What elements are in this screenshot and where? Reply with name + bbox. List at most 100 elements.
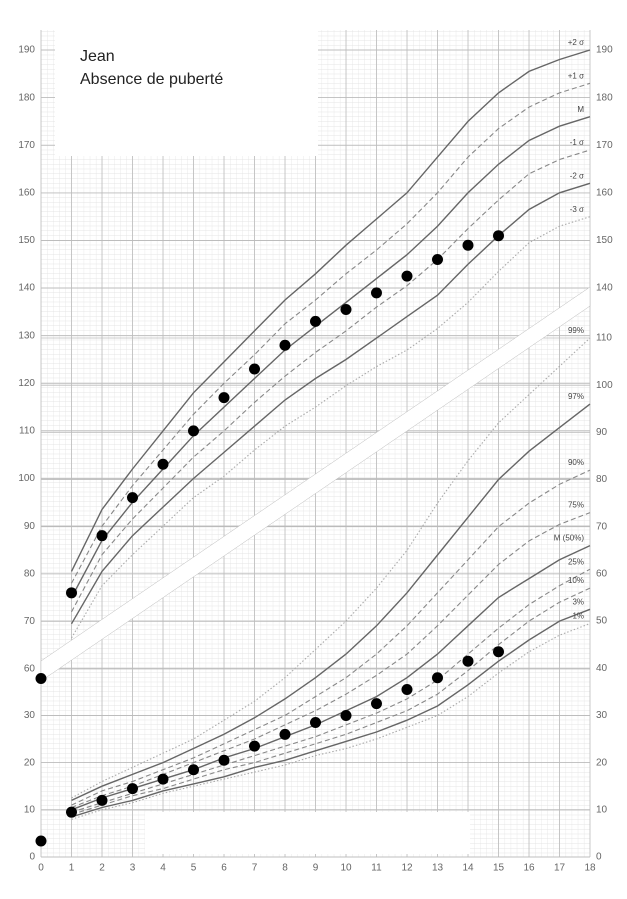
curve-label: 99% xyxy=(568,326,584,335)
data-point xyxy=(493,646,504,658)
x-tick-label: 0 xyxy=(38,863,44,874)
x-tick-label: 4 xyxy=(160,863,166,874)
y2-tick-label: 110 xyxy=(596,333,612,344)
reference-curve xyxy=(71,216,591,639)
chart-title: Jean xyxy=(80,48,115,65)
x-tick-label: 8 xyxy=(282,863,288,874)
data-point xyxy=(66,587,77,599)
y-tick-label: 60 xyxy=(24,664,36,675)
y2-tick-label: 70 xyxy=(596,521,608,532)
curve-label: M xyxy=(577,105,584,114)
x-tick-label: 13 xyxy=(432,863,444,874)
data-point xyxy=(279,728,291,740)
y-tick-label: 110 xyxy=(19,426,35,437)
curve-label: 97% xyxy=(568,392,584,401)
reference-curve xyxy=(71,587,591,816)
y-tick-label: 10 xyxy=(24,804,36,815)
data-point xyxy=(188,764,199,776)
data-point xyxy=(218,392,230,404)
reference-curve xyxy=(71,469,591,806)
x-tick-label: 15 xyxy=(493,863,505,874)
curve-label: 90% xyxy=(568,458,584,467)
reference-curve xyxy=(71,403,591,802)
y-tick-label: 100 xyxy=(18,473,35,484)
x-tick-label: 11 xyxy=(371,863,382,874)
curve-label: 75% xyxy=(568,501,584,510)
curve-label: -2 σ xyxy=(570,171,584,180)
curve-label: +1 σ xyxy=(568,71,584,80)
y-tick-label: 130 xyxy=(18,330,35,341)
x-tick-label: 10 xyxy=(340,863,352,874)
x-tick-label: 17 xyxy=(554,863,566,874)
data-point xyxy=(35,835,47,847)
data-point xyxy=(493,230,504,242)
curve-label: -1 σ xyxy=(570,138,584,147)
y2-tick-label: 40 xyxy=(596,663,608,674)
curve-label: 3% xyxy=(572,597,584,606)
curve-label: M (50%) xyxy=(554,534,585,543)
y-tick-label: 20 xyxy=(24,757,36,768)
reference-curve xyxy=(71,82,591,584)
data-point xyxy=(340,304,352,316)
data-point xyxy=(279,339,291,351)
y2-tick-label: 30 xyxy=(596,710,608,721)
reference-curve xyxy=(70,182,591,625)
data-point xyxy=(432,254,443,266)
data-point xyxy=(310,315,321,327)
data-point xyxy=(157,458,169,470)
data-point xyxy=(96,794,108,806)
y2-tick-label: 160 xyxy=(596,187,613,198)
curve-label: 1% xyxy=(572,612,584,621)
y2-tick-label: 10 xyxy=(596,804,608,815)
y-tick-label: 180 xyxy=(18,92,35,103)
reference-curve xyxy=(71,149,591,613)
reference-curve xyxy=(71,608,591,818)
x-tick-label: 16 xyxy=(523,863,535,874)
data-point xyxy=(401,270,413,282)
x-tick-label: 1 xyxy=(69,863,75,874)
x-tick-label: 5 xyxy=(191,863,197,874)
y-tick-label: 190 xyxy=(18,45,35,56)
y2-tick-label: 0 xyxy=(596,852,602,863)
title-box xyxy=(55,30,318,156)
data-point xyxy=(310,717,321,729)
reference-curve xyxy=(71,512,591,809)
reference-curve xyxy=(71,568,591,813)
x-tick-label: 3 xyxy=(130,863,136,874)
x-tick-label: 18 xyxy=(584,863,596,874)
data-point xyxy=(127,783,138,795)
x-tick-label: 6 xyxy=(221,863,227,874)
data-point xyxy=(249,363,260,375)
data-point xyxy=(218,754,230,766)
y-tick-label: 160 xyxy=(18,187,35,198)
y2-tick-label: 100 xyxy=(596,380,613,391)
data-point xyxy=(157,773,169,785)
data-point xyxy=(249,740,260,752)
y-tick-label: 80 xyxy=(24,568,36,579)
y-tick-label: 30 xyxy=(24,710,36,721)
y-tick-label: 150 xyxy=(18,235,35,246)
y-tick-label: 90 xyxy=(24,521,36,532)
reference-curve xyxy=(70,49,591,572)
data-point xyxy=(462,239,474,251)
x-tick-label: 7 xyxy=(252,863,258,874)
y2-tick-label: 150 xyxy=(596,235,613,246)
blank-box xyxy=(145,812,470,854)
data-point xyxy=(188,425,199,437)
x-tick-label: 14 xyxy=(462,863,474,874)
data-point xyxy=(371,287,382,299)
data-point xyxy=(371,698,382,710)
y2-tick-label: 140 xyxy=(596,283,613,294)
x-tick-label: 12 xyxy=(401,863,413,874)
curve-label: +2 σ xyxy=(568,38,584,47)
y2-tick-label: 80 xyxy=(596,474,608,485)
y2-tick-label: 90 xyxy=(596,427,608,438)
curve-label: 25% xyxy=(568,557,584,566)
y-tick-label: 120 xyxy=(18,378,35,389)
x-tick-label: 2 xyxy=(99,863,105,874)
y-tick-label: 170 xyxy=(18,140,35,151)
y-tick-label: 70 xyxy=(24,616,36,627)
data-point xyxy=(462,655,474,667)
curve-label: -3 σ xyxy=(570,205,584,214)
